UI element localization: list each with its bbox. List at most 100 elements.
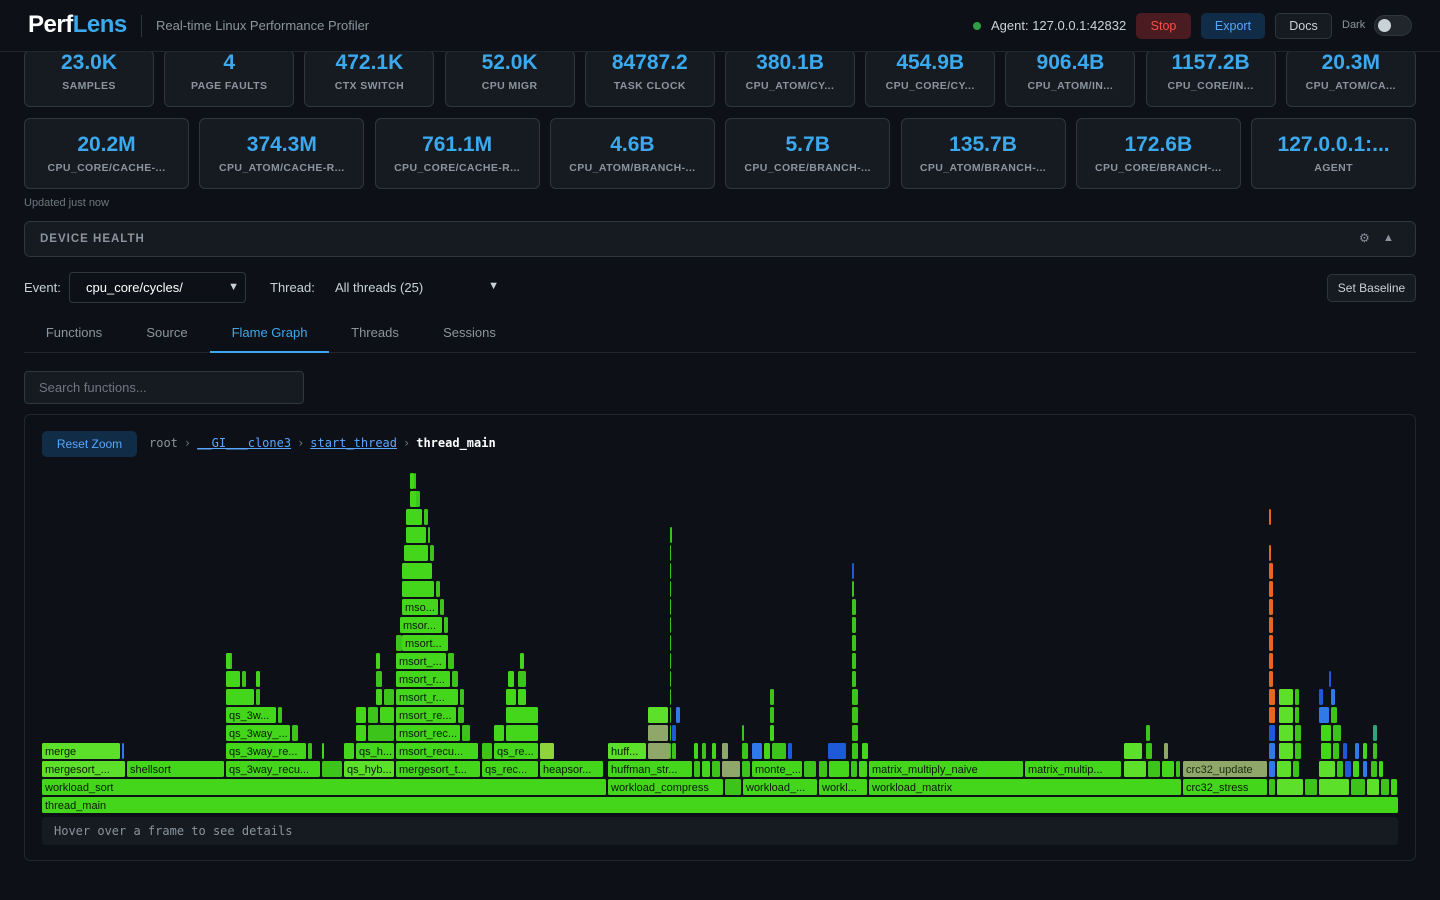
- flame-frame[interactable]: [322, 761, 342, 777]
- flame-frame[interactable]: [670, 725, 671, 741]
- flame-frame-rect[interactable]: [400, 617, 442, 633]
- flame-frame-rect[interactable]: [694, 743, 698, 759]
- flame-frame-rect[interactable]: [402, 581, 434, 597]
- flame-frame[interactable]: [1277, 761, 1291, 777]
- flame-frame[interactable]: [1124, 761, 1146, 777]
- flame-frame[interactable]: [1363, 761, 1367, 777]
- flame-frame-monte[interactable]: monte_...: [752, 761, 802, 777]
- flame-frame[interactable]: [428, 527, 430, 543]
- flame-frame-msort-b[interactable]: msort...: [402, 635, 448, 651]
- flame-frame-rect[interactable]: [396, 761, 480, 777]
- flame-frame[interactable]: [1146, 743, 1152, 759]
- flame-frame-rect[interactable]: [712, 743, 716, 759]
- flame-frame[interactable]: [402, 581, 434, 597]
- reset-zoom-button[interactable]: Reset Zoom: [42, 431, 137, 457]
- flame-frame[interactable]: [1319, 761, 1335, 777]
- flame-frame-rect[interactable]: [1373, 743, 1377, 759]
- flame-frame-rect[interactable]: [42, 779, 606, 795]
- flame-frame-rect[interactable]: [42, 743, 120, 759]
- flame-frame[interactable]: [694, 761, 700, 777]
- flame-frame-rect[interactable]: [1269, 581, 1273, 597]
- flame-frame-rect[interactable]: [540, 743, 554, 759]
- flame-frame[interactable]: [1293, 761, 1299, 777]
- flame-frame-rect[interactable]: [851, 761, 857, 777]
- flame-frame-qs-3w[interactable]: qs_3w...: [226, 707, 276, 723]
- flame-frame[interactable]: [770, 725, 774, 741]
- flame-frame-rect[interactable]: [1269, 761, 1275, 777]
- flame-frame-rect[interactable]: [770, 707, 774, 723]
- thread-select[interactable]: All threads (25) ▼: [335, 272, 505, 303]
- flame-frame[interactable]: [416, 491, 420, 507]
- flame-frame[interactable]: [852, 671, 856, 687]
- flame-frame-qs-re[interactable]: qs_re...: [494, 743, 538, 759]
- flame-frame[interactable]: [122, 743, 124, 759]
- flame-frame[interactable]: [410, 473, 414, 489]
- flame-frame-rect[interactable]: [127, 761, 224, 777]
- flame-frame-rect[interactable]: [256, 671, 260, 687]
- flame-frame-shellsort[interactable]: shellsort: [127, 761, 224, 777]
- flame-frame-rect[interactable]: [828, 743, 846, 759]
- flame-frame-rect[interactable]: [1146, 743, 1152, 759]
- flame-frame[interactable]: [725, 779, 741, 795]
- flame-frame-rect[interactable]: [670, 671, 671, 687]
- flame-frame[interactable]: [742, 761, 750, 777]
- flame-frame-rect[interactable]: [1176, 761, 1180, 777]
- flame-frame-rect[interactable]: [460, 689, 464, 705]
- flame-frame-rect[interactable]: [344, 743, 354, 759]
- flame-frame-rect[interactable]: [648, 743, 670, 759]
- flame-frame-rect[interactable]: [1305, 779, 1317, 795]
- flame-frame-rect[interactable]: [406, 527, 426, 543]
- flame-frame[interactable]: [344, 743, 354, 759]
- flame-frame[interactable]: [1295, 707, 1299, 723]
- flame-frame-rect[interactable]: [725, 779, 741, 795]
- flame-frame[interactable]: [852, 653, 856, 669]
- flame-frame-rect[interactable]: [356, 707, 366, 723]
- flame-frame[interactable]: [676, 707, 680, 723]
- flame-frame-matrix-multiply-naive[interactable]: matrix_multiply_naive: [869, 761, 1023, 777]
- flame-frame[interactable]: [1269, 563, 1273, 579]
- flame-frame-rect[interactable]: [743, 779, 817, 795]
- flame-frame-rect[interactable]: [1269, 599, 1273, 615]
- flame-frame[interactable]: [1269, 635, 1273, 651]
- flame-frame[interactable]: [1305, 779, 1317, 795]
- tab-threads[interactable]: Threads: [351, 325, 399, 340]
- flame-frame-rect[interactable]: [1277, 761, 1291, 777]
- flame-frame[interactable]: [670, 581, 671, 597]
- flame-frame-rect[interactable]: [1162, 761, 1174, 777]
- flame-frame-rect[interactable]: [1351, 779, 1365, 795]
- flame-frame[interactable]: [670, 689, 671, 705]
- flame-frame-rect[interactable]: [376, 671, 382, 687]
- tab-source[interactable]: Source: [146, 325, 188, 340]
- flame-frame-rect[interactable]: [1269, 707, 1275, 723]
- flame-frame-rect[interactable]: [368, 725, 394, 741]
- flame-frame-rect[interactable]: [506, 689, 516, 705]
- flame-frame-rect[interactable]: [278, 707, 282, 723]
- flame-frame-rect[interactable]: [230, 653, 232, 669]
- flame-frame-rect[interactable]: [406, 509, 422, 525]
- flame-frame-rect[interactable]: [1183, 761, 1267, 777]
- flame-frame[interactable]: [742, 743, 748, 759]
- flame-frame-rect[interactable]: [1321, 725, 1331, 741]
- flame-frame[interactable]: [482, 743, 492, 759]
- flame-frame-rect[interactable]: [670, 527, 672, 543]
- flame-frame-rect[interactable]: [852, 707, 858, 723]
- flame-frame-rect[interactable]: [226, 707, 276, 723]
- flame-frame[interactable]: [852, 617, 856, 633]
- flame-frame-rect[interactable]: [672, 725, 676, 741]
- flame-frame-rect[interactable]: [1124, 761, 1146, 777]
- flame-frame-rect[interactable]: [852, 581, 854, 597]
- flame-frame-rect[interactable]: [852, 599, 856, 615]
- flame-frame-rect[interactable]: [1269, 509, 1271, 525]
- flame-frame[interactable]: [506, 707, 538, 723]
- flame-frame[interactable]: [828, 743, 846, 759]
- flame-frame[interactable]: [1295, 725, 1301, 741]
- breadcrumb-start-thread[interactable]: start_thread: [310, 436, 397, 450]
- flame-frame-rect[interactable]: [772, 743, 786, 759]
- flame-frame-rect[interactable]: [670, 635, 671, 651]
- flame-frame-rect[interactable]: [852, 635, 856, 651]
- flame-frame-rect[interactable]: [608, 743, 646, 759]
- flame-frame[interactable]: [1367, 779, 1379, 795]
- flame-frame[interactable]: [1269, 581, 1273, 597]
- flame-frame-rect[interactable]: [829, 761, 849, 777]
- flame-frame[interactable]: [752, 743, 762, 759]
